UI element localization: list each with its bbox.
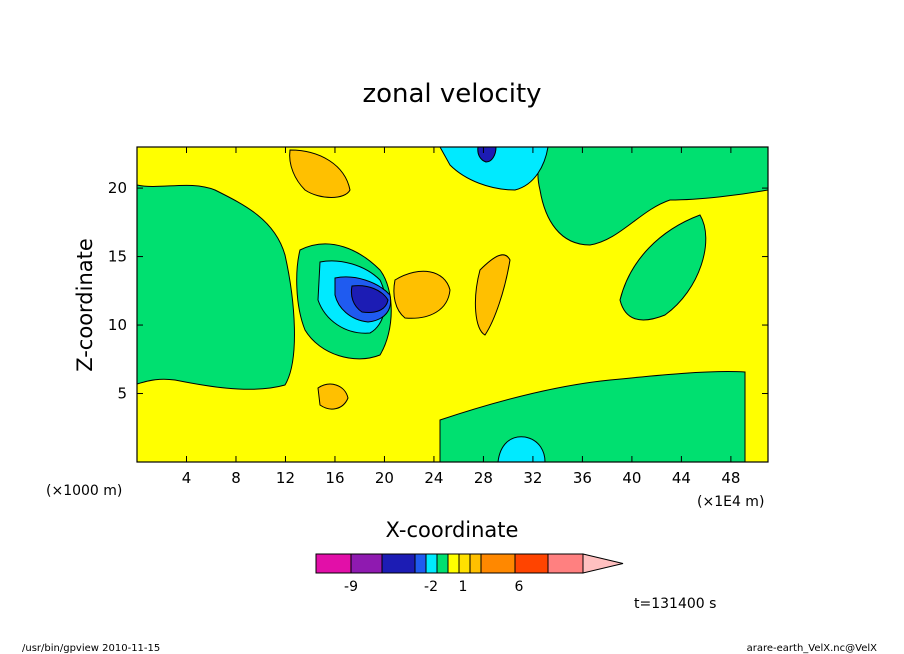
colorbar-segment xyxy=(350,553,383,574)
x-tick-label: 40 xyxy=(622,469,641,487)
colorbar-segment xyxy=(381,553,416,574)
x-tick-label: 12 xyxy=(276,469,295,487)
field-region-orange-lower xyxy=(317,383,349,410)
x-tick-label: 32 xyxy=(523,469,542,487)
colorbar-segment xyxy=(425,553,438,574)
colorbar-segment xyxy=(436,553,449,574)
colorbar-segment xyxy=(547,553,584,574)
y-tick-label: 15 xyxy=(108,248,127,266)
x-tick-label: 20 xyxy=(375,469,394,487)
field-region-cyan-top xyxy=(439,147,549,191)
field-region-navy-core xyxy=(350,285,389,313)
x-tick-label: 36 xyxy=(573,469,592,487)
x-tick-label: 8 xyxy=(231,469,241,487)
x-axis: 4 8 12 16 20 24 28 32 36 40 44 48 xyxy=(182,147,740,487)
time-label: t=131400 s xyxy=(634,596,716,612)
field-region-orange-center xyxy=(393,270,451,319)
field-region-orange-band xyxy=(475,254,511,336)
colorbar-tick-label: -9 xyxy=(344,579,358,595)
field-region-green-top xyxy=(537,147,768,246)
x-units-right: (×1E4 m) xyxy=(697,494,764,510)
colorbar-segment xyxy=(315,553,352,574)
x-units-left: (×1000 m) xyxy=(46,483,122,499)
colorbar-segment xyxy=(458,553,471,574)
field-region-cyan-bottom xyxy=(497,436,546,462)
field-region-orange-top xyxy=(289,149,351,198)
field-region-green-left xyxy=(137,184,295,390)
colorbar-tick-label: -2 xyxy=(424,579,438,595)
colorbar-extend-arrow xyxy=(582,553,624,574)
contour-field xyxy=(137,147,768,462)
y-tick-label: 10 xyxy=(108,316,127,334)
x-tick-label: 44 xyxy=(672,469,691,487)
x-axis-label: X-coordinate xyxy=(386,518,519,542)
footer-right: arare-earth_VelX.nc@VelX xyxy=(747,643,878,654)
x-tick-label: 28 xyxy=(474,469,493,487)
colorbar-segment xyxy=(514,553,549,574)
colorbar-tick-label: 6 xyxy=(515,579,524,595)
field-region-green-right xyxy=(619,214,707,321)
y-tick-label: 20 xyxy=(108,179,127,197)
colorbar-segment xyxy=(447,553,460,574)
colorbar-segment xyxy=(469,553,482,574)
colorbar: -9 -2 1 6 xyxy=(315,553,624,595)
x-tick-label: 16 xyxy=(325,469,344,487)
colorbar-segment xyxy=(414,553,427,574)
footer-left: /usr/bin/gpview 2010-11-15 xyxy=(22,643,160,654)
x-tick-label: 4 xyxy=(182,469,192,487)
y-tick-label: 5 xyxy=(117,385,127,403)
plot-frame xyxy=(136,146,769,463)
colorbar-tick-label: 1 xyxy=(459,579,468,595)
x-tick-label: 48 xyxy=(721,469,740,487)
chart-title: zonal velocity xyxy=(362,79,541,109)
colorbar-segment xyxy=(480,553,516,574)
x-tick-label: 24 xyxy=(424,469,443,487)
field-region-navy-top xyxy=(477,147,497,163)
y-axis-label: Z-coordinate xyxy=(73,238,97,372)
y-axis: 5 10 15 20 xyxy=(108,179,768,403)
